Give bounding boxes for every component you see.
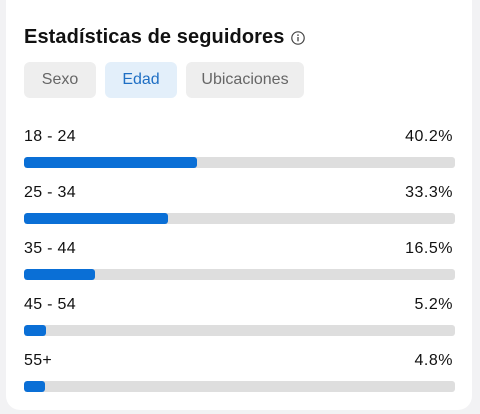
progress-fill <box>24 213 168 224</box>
age-range-label: 45 - 54 <box>24 296 76 313</box>
segment-tabs: Sexo Edad Ubicaciones <box>24 62 454 98</box>
tab-ubicaciones[interactable]: Ubicaciones <box>186 62 304 98</box>
age-range-label: 25 - 34 <box>24 184 76 201</box>
progress-track <box>24 157 455 168</box>
age-row: 18 - 24 40.2% <box>24 128 455 184</box>
tab-sexo[interactable]: Sexo <box>24 62 96 98</box>
age-range-label: 35 - 44 <box>24 240 76 257</box>
progress-fill <box>24 325 47 336</box>
follower-stats-card: Estadísticas de seguidores Sexo Edad Ubi… <box>6 0 472 410</box>
card-title: Estadísticas de seguidores <box>24 25 285 48</box>
progress-track <box>24 269 455 280</box>
progress-track <box>24 381 455 392</box>
age-range-label: 55+ <box>24 352 53 369</box>
age-percent-value: 40.2% <box>405 128 453 145</box>
age-range-label: 18 - 24 <box>24 128 76 145</box>
progress-fill <box>24 269 96 280</box>
age-percent-value: 33.3% <box>405 184 453 201</box>
age-percent-value: 16.5% <box>405 240 453 257</box>
age-row: 35 - 44 16.5% <box>24 240 455 296</box>
progress-fill <box>24 381 45 392</box>
age-percent-value: 4.8% <box>414 352 453 369</box>
card-header: Estadísticas de seguidores <box>24 24 454 50</box>
tab-edad[interactable]: Edad <box>105 62 177 98</box>
age-distribution-list: 18 - 24 40.2% 25 - 34 33.3% 35 - 44 16.5… <box>24 128 455 408</box>
age-row: 25 - 34 33.3% <box>24 184 455 240</box>
age-row: 55+ 4.8% <box>24 352 455 408</box>
info-icon[interactable] <box>291 30 306 45</box>
progress-track <box>24 325 455 336</box>
age-percent-value: 5.2% <box>414 296 453 313</box>
progress-track <box>24 213 455 224</box>
age-row: 45 - 54 5.2% <box>24 296 455 352</box>
progress-fill <box>24 157 198 168</box>
